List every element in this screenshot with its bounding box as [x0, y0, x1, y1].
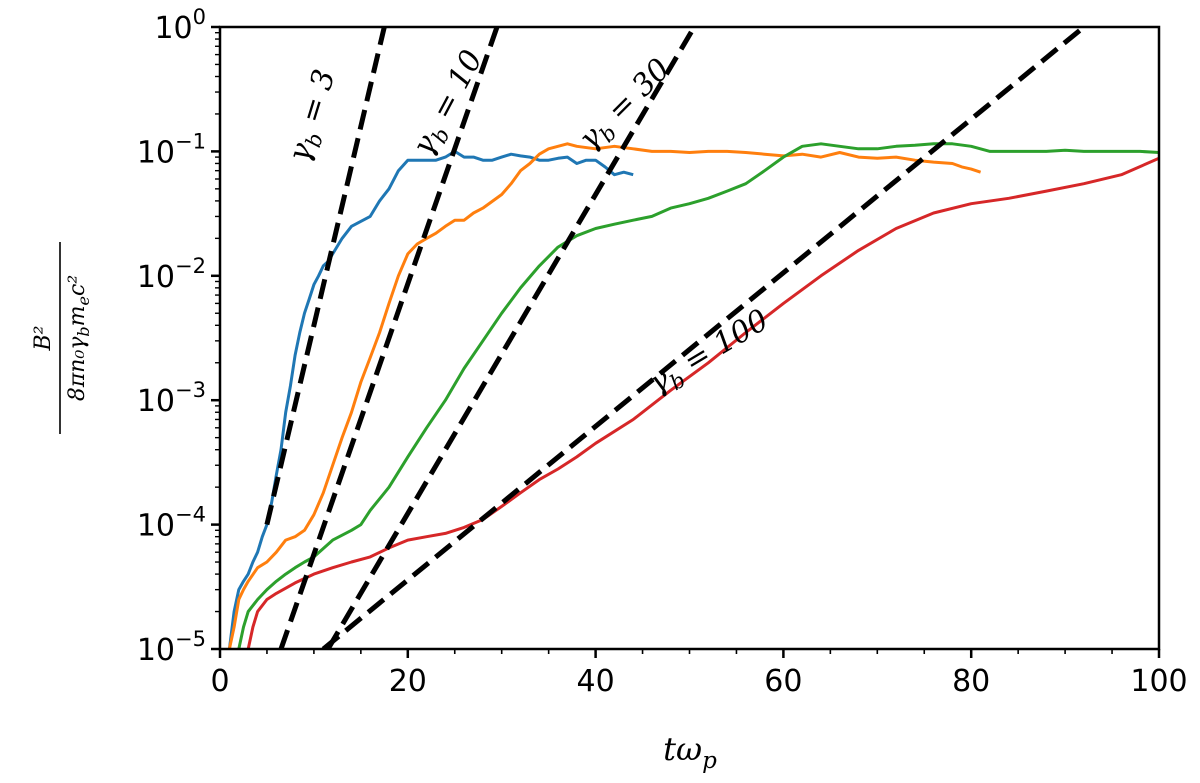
series-layer	[227, 27, 1159, 649]
y-tick-label: 10−1	[137, 129, 206, 170]
fit-line-4	[321, 27, 1086, 649]
fit-line-3	[325, 27, 697, 649]
x-tick-label: 60	[764, 664, 802, 699]
annotation-label-2: γb = 10	[406, 44, 494, 163]
y-axis-label-numerator: B²	[31, 326, 56, 352]
y-axis-ticks: 10−5 10−4 10−3 10−2 10−1 100	[137, 5, 220, 668]
x-tick-label: 0	[210, 664, 229, 699]
annotation-label-1: γb = 3	[281, 65, 346, 167]
y-axis-label: B² 8πn₀γbmec²	[31, 242, 93, 434]
series-line-1	[227, 149, 634, 649]
y-tick-label: 100	[154, 5, 206, 46]
x-axis-ticks: 0 20 40 60 80 100	[210, 649, 1188, 699]
y-axis-label-denominator: 8πn₀γbmec²	[65, 275, 93, 401]
x-tick-label: 20	[389, 664, 427, 699]
annotation-label-4: γb = 100	[643, 303, 777, 405]
fit-line-2	[278, 27, 500, 649]
x-tick-label: 100	[1130, 664, 1187, 699]
series-line-4	[246, 156, 1159, 649]
y-tick-label: 10−4	[137, 503, 206, 544]
series-line-3	[237, 142, 1159, 649]
y-tick-label: 10−3	[137, 378, 206, 419]
x-tick-label: 80	[952, 664, 990, 699]
series-line-2	[227, 142, 982, 649]
y-tick-label: 10−5	[137, 627, 206, 668]
x-tick-label: 40	[577, 664, 615, 699]
x-axis-label: tωp	[663, 730, 717, 774]
y-tick-label: 10−2	[137, 254, 206, 295]
